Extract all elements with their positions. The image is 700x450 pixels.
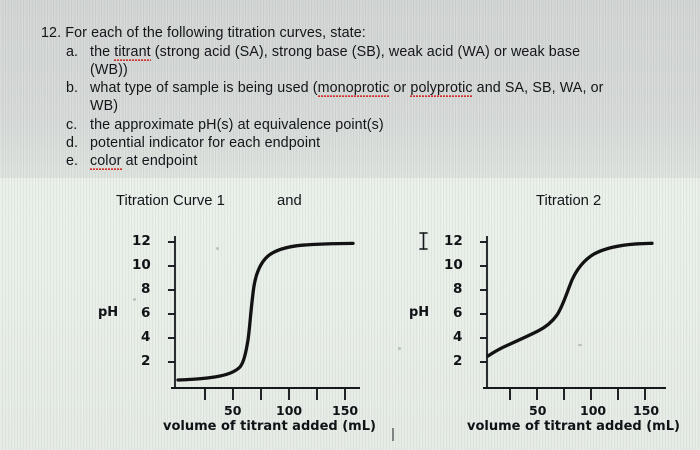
chart-1-ytick-12: 12 bbox=[132, 233, 151, 249]
titration-curve-1: 12 10 8 6 4 2 pH 50 100 150 volume of ti… bbox=[98, 228, 376, 450]
chart-1-svg bbox=[168, 236, 360, 400]
chart-2-ytick-6: 6 bbox=[453, 305, 463, 321]
chart-2-xtick-50: 50 bbox=[529, 403, 547, 418]
chart-1-ytick-2: 2 bbox=[141, 353, 151, 369]
chart-1-xtick-100: 100 bbox=[276, 403, 303, 418]
chart-2-ytick-12: 12 bbox=[444, 233, 463, 249]
chart-1-xtick-50: 50 bbox=[224, 403, 242, 418]
chart-2-y-axis-label: pH bbox=[409, 305, 430, 320]
scan-speck bbox=[133, 298, 136, 301]
chart-2-x-ticks bbox=[509, 388, 646, 400]
chart-1-xtick-150: 150 bbox=[332, 403, 359, 418]
item-a-line2-text: (WB)) bbox=[90, 62, 128, 78]
misspelled-monoprotic: monoprotic bbox=[317, 80, 390, 97]
item-d-text: potential indicator for each endpoint bbox=[90, 135, 321, 151]
item-e-marker: e. bbox=[66, 153, 79, 169]
chart-1-ytick-4: 4 bbox=[141, 329, 151, 345]
item-e-text: at endpoint bbox=[121, 153, 198, 169]
scan-speck bbox=[578, 344, 582, 346]
question-item-d: d. potential indicator for each endpoint bbox=[66, 134, 320, 153]
scan-speck bbox=[216, 247, 219, 250]
chart-1-y-ticks bbox=[168, 241, 175, 363]
chart-2-ytick-10: 10 bbox=[444, 257, 463, 273]
titration-curve-2: 12 10 8 6 4 2 pH 50 100 150 volume of ti… bbox=[409, 228, 680, 450]
charts-conjunction: and bbox=[277, 193, 302, 209]
scan-artifact-mark bbox=[392, 428, 394, 441]
item-b-text-pre: what type of sample is being used ( bbox=[90, 80, 318, 96]
scan-speck bbox=[398, 347, 401, 350]
chart-2-title: Titration 2 bbox=[536, 193, 602, 209]
chart-2-svg bbox=[480, 236, 666, 400]
chart-1-curve bbox=[176, 241, 355, 382]
chart-1-ytick-6: 6 bbox=[141, 305, 151, 321]
item-c-marker: c. bbox=[66, 117, 78, 133]
question-item-c: c. the approximate pH(s) at equivalence p… bbox=[66, 116, 384, 135]
misspelled-titrant: titrant bbox=[114, 44, 151, 61]
item-d-marker: d. bbox=[66, 135, 79, 151]
chart-1-title: Titration Curve 1 bbox=[116, 193, 225, 209]
item-a-text-post: (strong acid (SA), strong base (SB), wea… bbox=[150, 44, 581, 60]
chart-2-xtick-150: 150 bbox=[633, 403, 660, 418]
chart-2-xtick-100: 100 bbox=[580, 403, 607, 418]
question-number-line: 12. For each of the following titration … bbox=[41, 24, 366, 43]
item-c-text: the approximate pH(s) at equivalence poi… bbox=[90, 117, 384, 133]
item-b-text-mid: or bbox=[389, 80, 411, 96]
chart-2-ytick-4: 4 bbox=[453, 329, 463, 345]
chart-1-y-axis-label: pH bbox=[98, 305, 119, 320]
item-a-marker: a. bbox=[66, 44, 79, 60]
question-item-a-line1: a. the titrant (strong acid (SA), strong … bbox=[66, 43, 580, 62]
chart-2-x-axis-caption: volume of titrant added (mL) bbox=[467, 419, 680, 434]
item-b-text-post: and SA, SB, WA, or bbox=[472, 80, 604, 96]
misspelled-color: color bbox=[90, 153, 122, 170]
question-item-b-line1: b. what type of sample is being used (mon… bbox=[66, 79, 604, 98]
question-item-b-line2: WB) bbox=[90, 97, 118, 116]
misspelled-polyprotic: polyprotic bbox=[410, 80, 473, 97]
chart-2-ytick-2: 2 bbox=[453, 353, 463, 369]
question-number: 12. bbox=[41, 25, 62, 41]
chart-2-ytick-8: 8 bbox=[453, 281, 463, 297]
question-item-a-line2: (WB)) bbox=[90, 61, 128, 80]
chart-1-ytick-10: 10 bbox=[132, 257, 151, 273]
chart-1-x-ticks bbox=[204, 388, 346, 400]
item-b-marker: b. bbox=[66, 80, 79, 96]
item-a-text-pre: the bbox=[90, 44, 115, 60]
question-item-e: e. color at endpoint bbox=[66, 152, 197, 171]
chart-2-y-ticks bbox=[480, 241, 487, 363]
chart-1-ytick-8: 8 bbox=[141, 281, 151, 297]
question-stem: For each of the following titration curv… bbox=[65, 25, 366, 41]
item-b-line2-text: WB) bbox=[90, 98, 119, 114]
text-cursor-icon[interactable] bbox=[418, 231, 429, 251]
chart-1-x-axis-caption: volume of titrant added (mL) bbox=[163, 419, 376, 434]
chart-2-curve bbox=[486, 241, 654, 358]
